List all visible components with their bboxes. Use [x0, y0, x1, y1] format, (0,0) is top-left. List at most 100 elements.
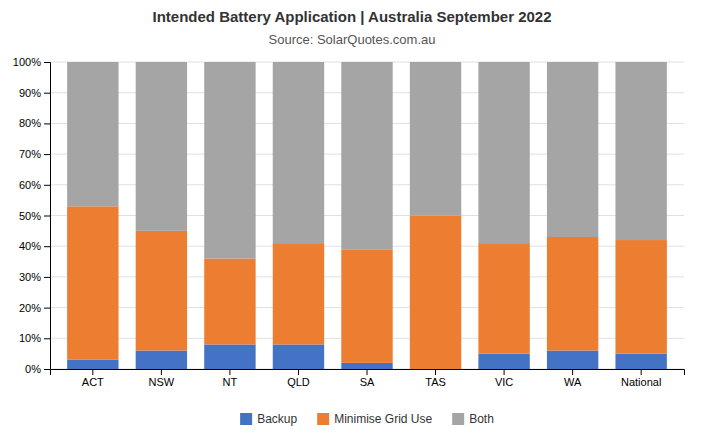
x-tick: ACT	[82, 369, 104, 388]
bar	[273, 243, 324, 344]
series	[67, 62, 667, 258]
bar	[478, 62, 529, 243]
legend-label: Minimise Grid Use	[334, 412, 432, 426]
x-tick: WA	[564, 369, 582, 388]
bar	[341, 249, 392, 363]
bar	[410, 62, 461, 216]
bar	[615, 62, 666, 240]
y-tick-label: 100%	[13, 56, 41, 68]
y-tick-mark	[44, 246, 50, 247]
legend-item: Both	[452, 412, 494, 426]
x-tick: NT	[223, 369, 238, 388]
y-tick: 40%	[19, 240, 50, 252]
y-tick-label: 20%	[19, 302, 41, 314]
y-tick: 10%	[19, 332, 50, 344]
y-tick-label: 40%	[19, 240, 41, 252]
legend-swatch	[317, 413, 329, 425]
y-tick-mark	[44, 308, 50, 309]
x-tick: TAS	[425, 369, 446, 388]
bars	[67, 62, 667, 369]
legend-swatch	[452, 413, 464, 425]
x-tick-label: SA	[360, 376, 375, 388]
x-tick-mark	[641, 369, 642, 375]
x-tick-mark	[572, 369, 573, 375]
legend-label: Both	[469, 412, 494, 426]
y-axis-line	[44, 63, 51, 370]
legend-swatch	[240, 413, 252, 425]
y-tick-label: 10%	[19, 332, 41, 344]
legend-label: Backup	[257, 412, 297, 426]
x-axis-line	[51, 370, 685, 376]
x-tick: SA	[360, 369, 375, 388]
y-tick: 20%	[19, 302, 50, 314]
bar	[136, 231, 187, 351]
y-tick-label: 70%	[19, 148, 41, 160]
bar	[478, 354, 529, 369]
x-axis: ACT NSW NT QLD SA TAS VIC WA National	[51, 369, 685, 388]
x-tick-label: WA	[564, 376, 582, 388]
plot: 0% 10% 20% 30% 40% 50% 60% 70% 80% 90% 100% ACT NSW N…	[13, 56, 685, 388]
y-tick-mark	[44, 93, 50, 94]
bar	[273, 344, 324, 369]
y-tick-mark	[44, 154, 50, 155]
x-tick: VIC	[495, 369, 513, 388]
grid	[50, 62, 684, 369]
x-tick-label: ACT	[82, 376, 104, 388]
x-tick-mark	[229, 369, 230, 375]
y-tick: 0%	[25, 363, 50, 375]
y-tick: 90%	[19, 87, 50, 99]
x-tick: NSW	[149, 369, 175, 388]
y-tick-label: 80%	[19, 117, 41, 129]
bar	[67, 206, 118, 359]
bar	[273, 62, 324, 243]
y-tick-mark	[44, 369, 50, 370]
x-tick-mark	[161, 369, 162, 375]
y-tick: 30%	[19, 271, 50, 283]
y-tick-mark	[44, 185, 50, 186]
y-tick-label: 60%	[19, 179, 41, 191]
bar	[204, 62, 255, 258]
x-tick: QLD	[287, 369, 310, 388]
x-tick-label: VIC	[495, 376, 513, 388]
y-tick-mark	[44, 338, 50, 339]
y-tick: 70%	[19, 148, 50, 160]
y-tick-mark	[44, 216, 50, 217]
bar	[67, 360, 118, 369]
y-tick-mark	[44, 62, 50, 63]
bar	[67, 62, 118, 206]
y-tick-label: 50%	[19, 210, 41, 222]
x-tick-mark	[504, 369, 505, 375]
y-tick-label: 0%	[25, 363, 41, 375]
bar	[204, 344, 255, 369]
x-tick-label: TAS	[425, 376, 446, 388]
y-tick-mark	[44, 123, 50, 124]
x-tick-label: NSW	[149, 376, 175, 388]
x-tick-label: National	[621, 376, 661, 388]
y-tick: 50%	[19, 210, 50, 222]
legend-item: Minimise Grid Use	[317, 412, 432, 426]
legend: Backup Minimise Grid Use Both	[240, 412, 494, 426]
bar	[136, 62, 187, 231]
bar	[547, 62, 598, 237]
y-tick: 100%	[13, 56, 50, 68]
y-tick: 60%	[19, 179, 50, 191]
x-tick-mark	[435, 369, 436, 375]
x-tick-mark	[298, 369, 299, 375]
bar	[547, 351, 598, 369]
y-axis: 0% 10% 20% 30% 40% 50% 60% 70% 80% 90% 100%	[13, 56, 51, 375]
subtitle: Source: SolarQuotes.com.au	[269, 32, 436, 47]
y-tick: 80%	[19, 117, 50, 129]
bar	[341, 363, 392, 369]
bar	[341, 62, 392, 249]
legend-item: Backup	[240, 412, 297, 426]
y-tick-label: 90%	[19, 87, 41, 99]
chart: Intended Battery Application | Australia…	[0, 0, 704, 441]
title: Intended Battery Application | Australia…	[152, 8, 551, 25]
bar	[410, 216, 461, 370]
bar	[615, 240, 666, 354]
bar	[615, 354, 666, 369]
bar	[478, 243, 529, 354]
x-tick-mark	[367, 369, 368, 375]
x-tick: National	[621, 369, 661, 388]
x-tick-label: NT	[223, 376, 238, 388]
